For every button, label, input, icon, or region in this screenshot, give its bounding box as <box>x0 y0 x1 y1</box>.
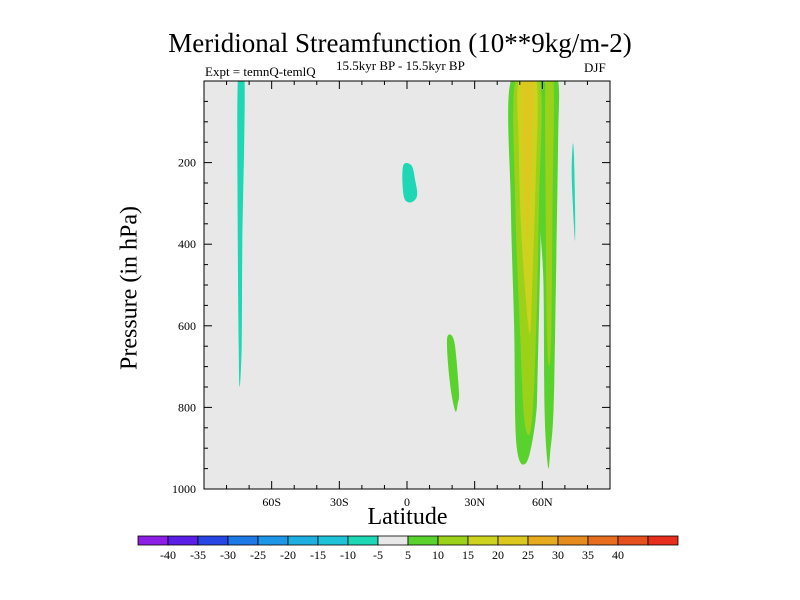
x-tick-label: 60N <box>532 495 553 509</box>
colorbar-swatch <box>287 535 319 546</box>
colorbar-swatch <box>437 535 469 546</box>
colorbar-swatch <box>257 535 289 546</box>
colorbar-label: 10 <box>432 548 444 562</box>
colorbar-label: -40 <box>160 548 176 562</box>
cell-20n-positive <box>446 334 460 412</box>
x-tick-label: 60S <box>262 495 281 509</box>
colorbar-label: -20 <box>280 548 296 562</box>
y-tick-label: 600 <box>178 319 196 333</box>
colorbar-swatch <box>167 535 199 546</box>
season-label: DJF <box>584 60 606 75</box>
colorbar-label: -30 <box>220 548 236 562</box>
colorbar-label: -5 <box>373 548 383 562</box>
colorbar-swatch <box>647 535 679 546</box>
colorbar-label: 30 <box>552 548 564 562</box>
colorbar-swatch <box>197 535 229 546</box>
cell-sh-negative <box>237 81 245 387</box>
colorbar-swatch <box>407 535 439 546</box>
chart-title: Meridional Streamfunction (10**9kg/m-2) <box>168 28 632 58</box>
colorbar-swatch <box>497 535 529 546</box>
colorbar-label: 20 <box>492 548 504 562</box>
colorbar-swatch <box>467 535 499 546</box>
colorbar-swatch <box>137 535 169 546</box>
colorbar-label: -35 <box>190 548 206 562</box>
colorbar-label: -10 <box>340 548 356 562</box>
colorbar-swatch <box>557 535 589 546</box>
colorbar-label: -15 <box>310 548 326 562</box>
cell-nh-positive-b-inner <box>545 81 554 367</box>
period-label: 15.5kyr BP - 15.5kyr BP <box>336 58 465 73</box>
colorbar-swatch <box>317 535 349 546</box>
colorbar-swatch <box>587 535 619 546</box>
x-axis-label: Latitude <box>367 504 448 530</box>
colorbar-swatch <box>377 535 409 546</box>
colorbar-label: 15 <box>462 548 474 562</box>
x-tick-label: 0 <box>404 495 410 509</box>
colorbar-swatch <box>227 535 259 546</box>
cell-nh-edge-negative <box>571 143 576 241</box>
colorbar-label: 25 <box>522 548 534 562</box>
y-tick-label: 200 <box>178 156 196 170</box>
y-tick-label: 800 <box>178 400 196 414</box>
y-tick-label: 1000 <box>172 482 196 496</box>
x-tick-label: 30S <box>330 495 349 509</box>
y-tick-label: 400 <box>178 237 196 251</box>
x-tick-label: 30N <box>464 495 485 509</box>
experiment-label: Expt = temnQ-temlQ <box>205 64 316 79</box>
colorbar-label: -25 <box>250 548 266 562</box>
colorbar-swatch <box>617 535 649 546</box>
colorbar-label: 35 <box>582 548 594 562</box>
cell-nh-positive-a-max <box>521 81 534 237</box>
colorbar-label: 5 <box>405 548 411 562</box>
cell-eq-negative <box>402 162 418 203</box>
colorbar-swatch <box>347 535 379 546</box>
colorbar-label: 40 <box>612 548 624 562</box>
colorbar-swatch <box>527 535 559 546</box>
